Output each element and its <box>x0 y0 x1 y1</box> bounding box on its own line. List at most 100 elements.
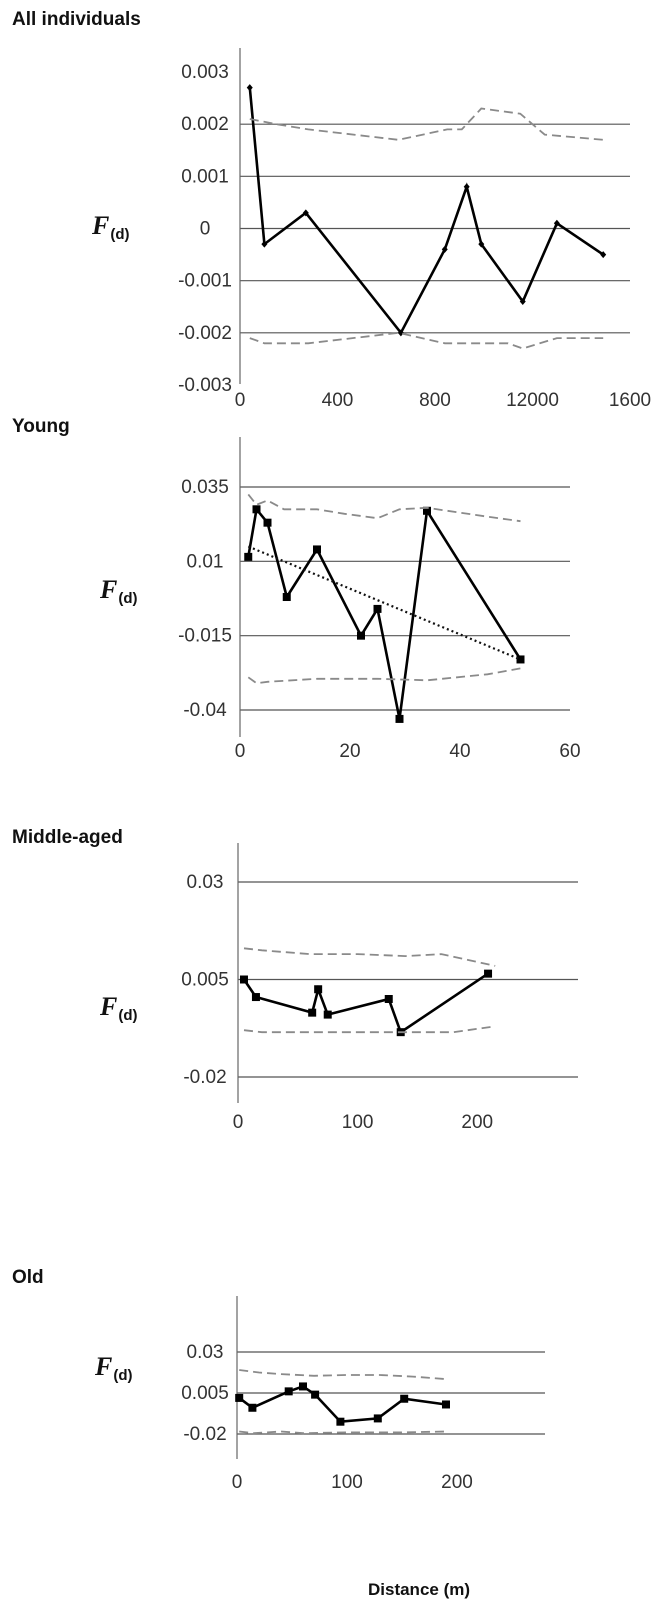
y-axis-label-main: F <box>99 575 117 604</box>
upper-confidence-line <box>249 107 604 141</box>
y-axis-label: F(d) <box>99 575 138 607</box>
y-axis-label-sub: (d) <box>118 1007 137 1024</box>
data-point <box>308 1008 317 1017</box>
y-axis-label-sub: (d) <box>113 1367 132 1384</box>
y-axis-label-main: F <box>99 992 117 1021</box>
observed-series-line <box>247 506 522 720</box>
data-point <box>323 1010 332 1019</box>
y-tick-label: -0.002 <box>178 323 232 344</box>
data-point <box>248 1403 257 1412</box>
y-tick-label: -0.04 <box>183 700 227 721</box>
x-tick-label: 0 <box>235 741 246 762</box>
x-tick-label: 1600 <box>609 390 651 411</box>
data-point <box>252 505 261 514</box>
y-tick-label: -0.015 <box>178 626 232 647</box>
y-axis-label: F(d) <box>99 992 138 1024</box>
data-point <box>463 183 470 191</box>
y-axis-label-sub: (d) <box>110 226 129 243</box>
data-point <box>239 975 248 984</box>
x-tick-label: 400 <box>322 390 354 411</box>
data-point <box>357 631 365 640</box>
y-axis-label-main: F <box>94 1352 112 1381</box>
data-point <box>600 251 607 259</box>
y-tick-label: 0.001 <box>181 166 229 187</box>
panel-title-old: Old <box>12 1267 44 1288</box>
data-point <box>261 240 268 248</box>
y-tick-label: 0.005 <box>181 1383 229 1404</box>
panel-young: Young 0.035 0.01 -0.015 -0.04 0 20 40 60 F(d) <box>12 416 581 762</box>
y-axis-label-sub: (d) <box>118 590 137 607</box>
y-tick-label: -0.001 <box>178 271 232 292</box>
x-tick-label: 12000 <box>506 390 559 411</box>
x-tick-label: 20 <box>339 741 360 762</box>
upper-confidence-line <box>239 1369 447 1380</box>
lower-confidence-line <box>243 1025 496 1034</box>
x-tick-label: 0 <box>233 1112 244 1133</box>
x-tick-label: 40 <box>449 741 470 762</box>
distance-axis-title: Distance (m) <box>368 1580 470 1599</box>
upper-confidence-line <box>243 947 496 967</box>
x-tick-label: 800 <box>419 390 451 411</box>
data-point <box>519 298 526 306</box>
data-point <box>263 518 272 527</box>
y-tick-label: 0 <box>200 219 211 240</box>
y-axis-label: F(d) <box>91 211 130 243</box>
y-tick-label: 0.035 <box>181 477 229 498</box>
y-tick-label: 0.01 <box>187 551 224 572</box>
trend-line <box>247 545 521 661</box>
panel-middle-aged: Middle-aged 0.03 0.005 -0.02 0 100 200 F(d) <box>12 827 578 1133</box>
observed-series-line <box>248 87 604 336</box>
data-point <box>313 545 321 554</box>
y-tick-label: 0.03 <box>187 872 224 893</box>
y-axis-label-main: F <box>91 211 109 240</box>
data-point <box>336 1417 345 1426</box>
panel-title-young: Young <box>12 416 70 437</box>
data-point <box>484 969 493 978</box>
data-point <box>282 593 291 602</box>
x-tick-label: 200 <box>441 1472 473 1493</box>
data-point <box>384 995 393 1003</box>
lower-confidence-line <box>249 331 604 350</box>
lower-confidence-line <box>239 1430 447 1435</box>
data-point <box>395 714 404 723</box>
data-point <box>441 245 448 253</box>
data-point <box>373 604 382 613</box>
data-point <box>553 219 560 227</box>
y-tick-label: -0.003 <box>178 375 232 396</box>
observed-series-line <box>238 1384 447 1424</box>
data-point <box>373 1414 382 1423</box>
data-point <box>284 1387 293 1396</box>
y-tick-label: 0.03 <box>187 1342 224 1363</box>
upper-confidence-line <box>247 493 521 523</box>
panel-title-middle-aged: Middle-aged <box>12 827 123 848</box>
data-point <box>442 1400 450 1409</box>
y-tick-label: -0.02 <box>183 1067 226 1088</box>
data-point <box>311 1390 320 1399</box>
panel-old: Old 0.03 0.005 -0.02 0 100 200 F(d) <box>12 1267 545 1493</box>
data-point <box>423 506 431 515</box>
data-point <box>302 209 309 217</box>
panel-all-individuals: All individuals 0.003 0.002 0.001 0 -0.001 -0.… <box>12 9 651 411</box>
x-tick-label: 100 <box>331 1472 363 1493</box>
data-point <box>235 1393 244 1402</box>
data-point <box>478 240 485 248</box>
y-axis-label: F(d) <box>94 1352 133 1384</box>
data-point <box>516 655 525 664</box>
x-tick-label: 0 <box>232 1472 243 1493</box>
y-tick-label: 0.002 <box>181 114 229 135</box>
y-tick-label: 0.005 <box>181 970 229 991</box>
lower-confidence-line <box>247 667 521 685</box>
data-point <box>251 993 260 1002</box>
observed-series-line <box>242 972 489 1035</box>
data-point <box>400 1394 409 1403</box>
y-tick-label: 0.003 <box>181 62 229 83</box>
x-tick-label: 0 <box>235 390 246 411</box>
x-tick-label: 60 <box>559 741 580 762</box>
data-point <box>299 1382 307 1391</box>
panel-title-all-individuals: All individuals <box>12 9 141 30</box>
data-point <box>246 84 253 92</box>
data-point <box>244 552 253 561</box>
x-tick-label: 200 <box>461 1112 493 1133</box>
x-tick-label: 100 <box>342 1112 374 1133</box>
